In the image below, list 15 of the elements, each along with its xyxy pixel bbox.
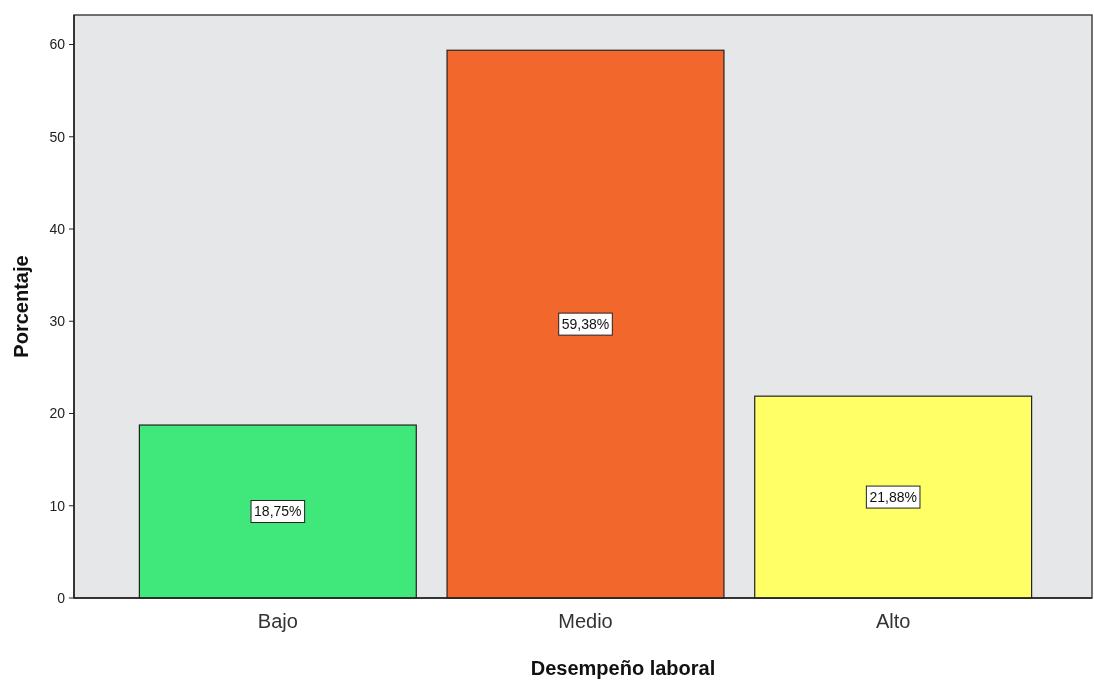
y-tick-label: 60 — [49, 36, 66, 53]
data-label: 18,75% — [254, 503, 302, 520]
y-tick-label: 40 — [49, 220, 66, 237]
data-label: 59,38% — [561, 316, 610, 333]
data-label: 21,88% — [869, 488, 917, 505]
y-tick-label: 30 — [49, 313, 66, 330]
y-axis-title: Porcentaje — [10, 255, 32, 358]
x-axis-title: Desempeño laboral — [530, 657, 716, 679]
y-tick-label: 20 — [49, 405, 66, 422]
y-tick-label: 0 — [57, 589, 66, 606]
x-tick-label: Medio — [558, 610, 613, 632]
y-tick-label: 10 — [49, 497, 66, 514]
x-tick-label: Alto — [875, 610, 911, 632]
x-tick-label: Bajo — [257, 610, 298, 632]
y-tick-label: 50 — [49, 128, 66, 145]
